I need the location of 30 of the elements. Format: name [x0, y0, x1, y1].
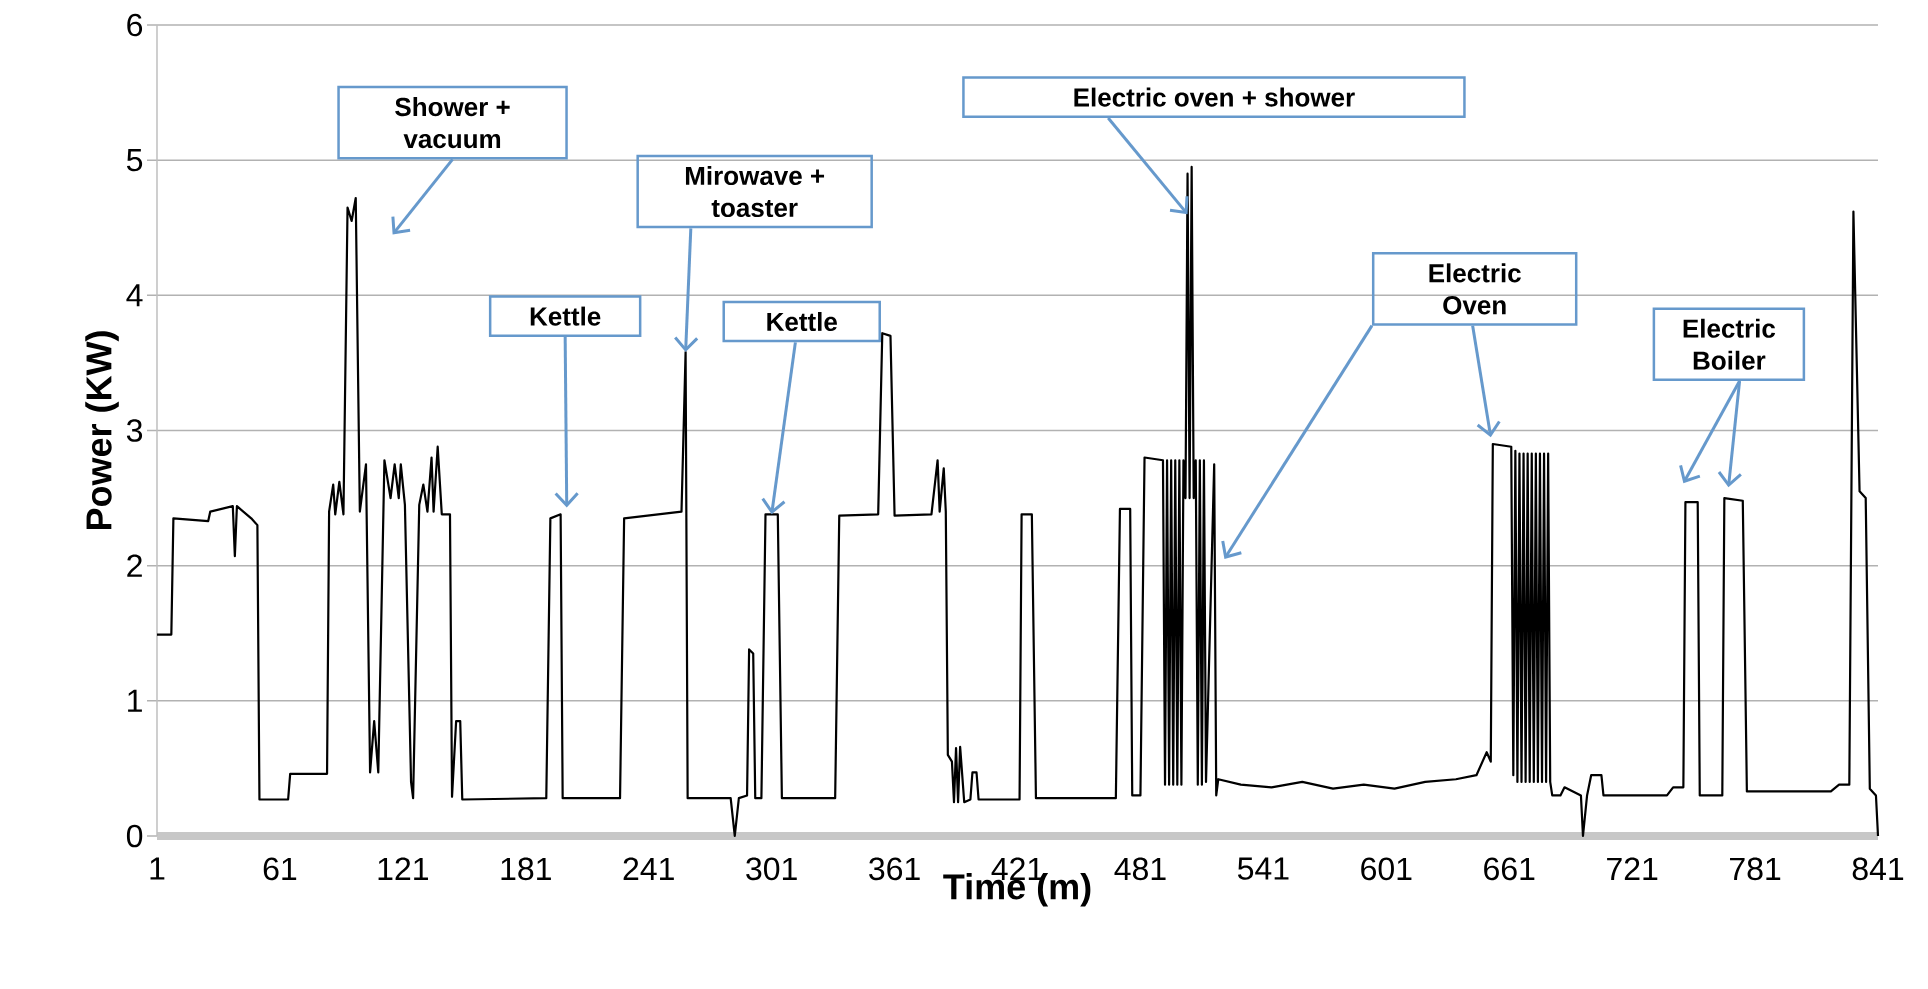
x-tick-label: 241 [623, 857, 674, 880]
x-tick-label: 361 [869, 857, 920, 881]
x-tick-label: 661 [1484, 857, 1535, 881]
annotation: Electric Boiler [1683, 318, 1776, 370]
x-tick-label: 541 [1237, 857, 1289, 880]
y-tick-label: 5 [126, 149, 143, 172]
annotation: Mirowave + toaster [685, 166, 825, 218]
y-tick-label: 3 [126, 419, 143, 442]
x-tick-label: 1 [150, 857, 165, 880]
annotation: Electric Oven [1429, 263, 1521, 315]
x-tick-label: 121 [378, 857, 428, 880]
annotation: Electric oven + shower [1074, 87, 1355, 107]
x-tick-label: 841 [1852, 857, 1904, 881]
x-tick-label: 721 [1607, 857, 1658, 880]
y-tick-label: 1 [128, 689, 142, 712]
y-tick-label: 6 [127, 13, 143, 37]
y-tick-label: 2 [127, 554, 142, 577]
annotation: Shower + vacuum [395, 97, 510, 149]
line-series [155, 165, 1880, 838]
x-tick-label: 301 [746, 857, 797, 881]
x-tick-label: 181 [501, 857, 551, 881]
x-tick-label: 61 [263, 857, 297, 881]
x-tick-label: 781 [1730, 857, 1781, 881]
annotation: Kettle [530, 306, 601, 326]
y-tick-label: 0 [126, 824, 143, 848]
annotation: Kettle [767, 312, 837, 332]
y-axis-title: Power (KW) [85, 331, 119, 530]
x-tick-label: 601 [1361, 857, 1412, 881]
y-tick-label: 4 [126, 284, 143, 307]
x-tick-label: 481 [1114, 857, 1166, 881]
